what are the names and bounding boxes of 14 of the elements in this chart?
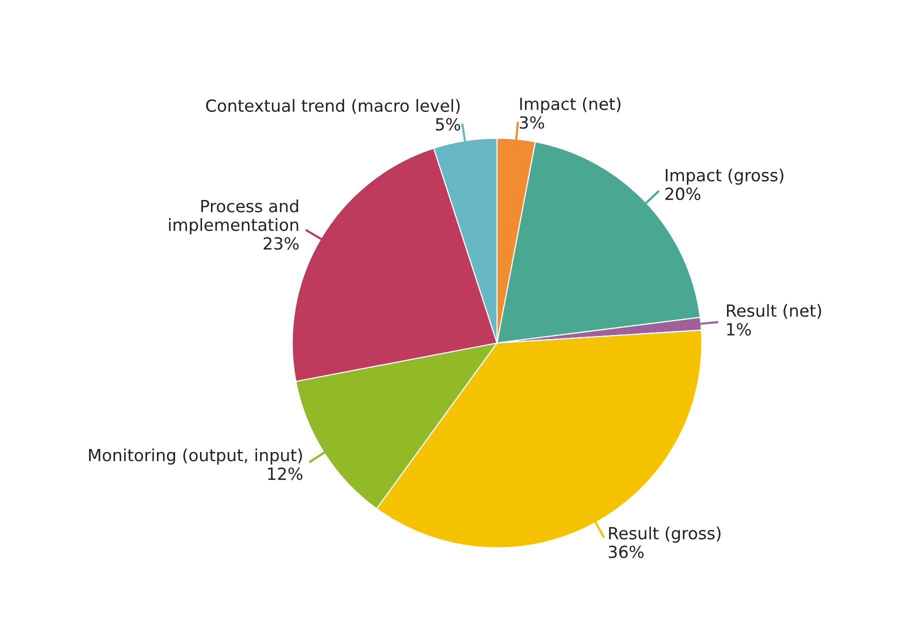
slice-label: Result (gross) bbox=[609, 526, 720, 543]
slice-label: Impact (net) bbox=[520, 97, 620, 114]
data-label: 12% bbox=[268, 467, 302, 480]
slice-label: Monitoring (output, input) bbox=[89, 448, 302, 465]
slice-label: Impact (gross) bbox=[666, 168, 784, 185]
slice-label: Contextual trend (macro level) bbox=[206, 99, 460, 114]
data-label: 36% bbox=[608, 546, 644, 558]
data-label: 20% bbox=[665, 188, 700, 200]
data-label: 3% bbox=[520, 116, 544, 129]
data-label: 23% bbox=[264, 237, 299, 250]
slice-label: Process and implementation bbox=[169, 200, 298, 234]
data-label: 5% bbox=[436, 118, 460, 131]
slice-label: Result (net) bbox=[726, 304, 822, 319]
data-label: 1% bbox=[727, 322, 751, 336]
